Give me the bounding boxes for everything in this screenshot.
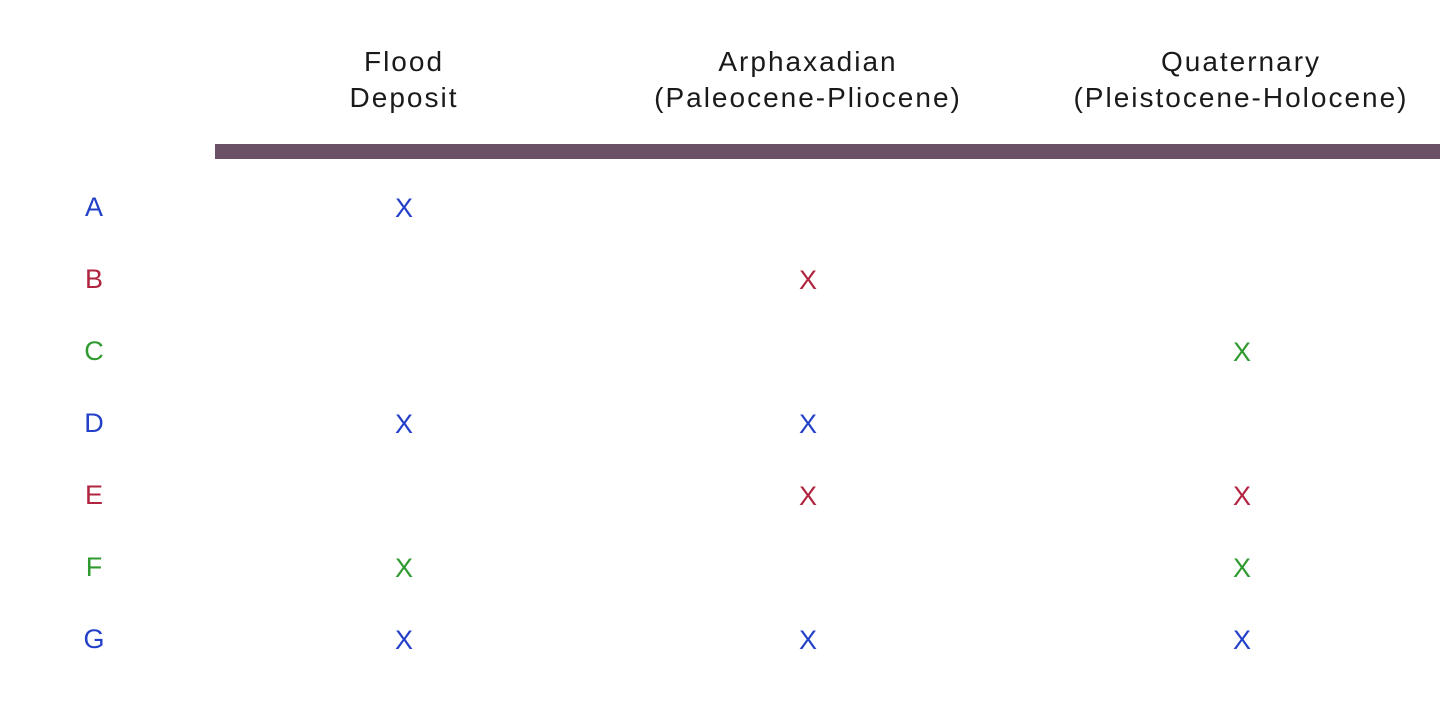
cell-mark: X bbox=[394, 193, 414, 223]
cell-mark: X bbox=[394, 553, 414, 583]
cell-mark: X bbox=[1232, 481, 1252, 511]
column-header-line2: (Paleocene-Pliocene) bbox=[654, 82, 962, 113]
column-header-line2: (Pleistocene-Holocene) bbox=[1073, 82, 1409, 113]
cell-mark: X bbox=[798, 481, 818, 511]
row-label: D bbox=[84, 408, 104, 438]
cell-mark: X bbox=[798, 625, 818, 655]
row-label: C bbox=[84, 336, 104, 366]
cell-mark: X bbox=[798, 265, 818, 295]
cell-mark: X bbox=[1232, 553, 1252, 583]
cell-mark: X bbox=[394, 625, 414, 655]
row-label: A bbox=[84, 192, 104, 222]
header-divider-rule bbox=[215, 144, 1440, 159]
column-header-arphaxadian: Arphaxadian (Paleocene-Pliocene) bbox=[654, 44, 962, 116]
cell-mark: X bbox=[394, 409, 414, 439]
row-label: G bbox=[83, 624, 105, 654]
column-header-quaternary: Quaternary (Pleistocene-Holocene) bbox=[1073, 44, 1408, 116]
cell-mark: X bbox=[798, 409, 818, 439]
cell-mark: X bbox=[1232, 337, 1252, 367]
column-header-line1: Arphaxadian bbox=[718, 46, 898, 77]
column-header-line1: Flood bbox=[363, 46, 445, 77]
column-header-flood-deposit: Flood Deposit bbox=[350, 44, 459, 116]
row-label: F bbox=[85, 552, 103, 582]
row-label: B bbox=[84, 264, 104, 294]
column-header-line1: Quaternary bbox=[1160, 46, 1322, 77]
column-header-line2: Deposit bbox=[349, 82, 459, 113]
cell-mark: X bbox=[1232, 625, 1252, 655]
row-label: E bbox=[84, 480, 104, 510]
